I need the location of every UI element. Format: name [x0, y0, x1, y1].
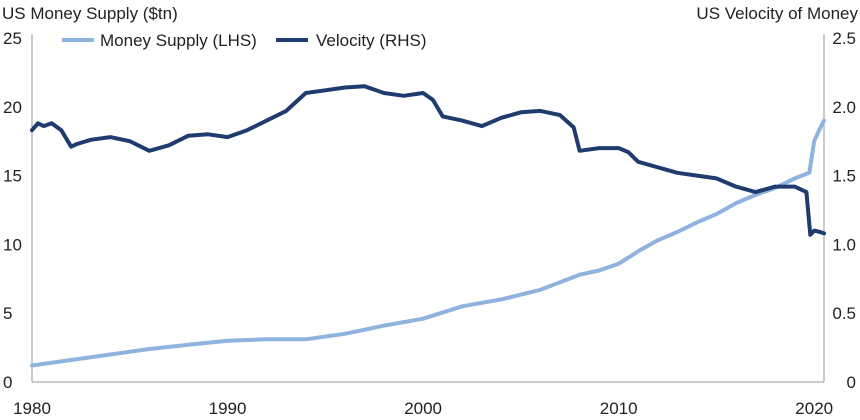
left-tick-label: 25 — [3, 29, 22, 48]
series-layer — [30, 84, 826, 368]
velocity-line — [30, 84, 826, 237]
money-supply-line — [30, 118, 826, 368]
right-tick-label: 2.0 — [832, 98, 856, 117]
left-tick-label: 5 — [3, 304, 12, 323]
legend: Money Supply (LHS) Velocity (RHS) — [62, 31, 427, 50]
legend-label-money-supply: Money Supply (LHS) — [100, 31, 257, 50]
x-tick-label: 2020 — [795, 399, 833, 418]
left-tick-label: 15 — [3, 167, 22, 186]
left-axis-title: US Money Supply ($tn) — [2, 4, 178, 23]
right-axis-title: US Velocity of Money — [696, 4, 858, 23]
right-tick-label: 0 — [847, 373, 856, 392]
axes: 0 5 10 15 20 25 0 0.5 1.0 1.5 2.0 2.5 1980 1990 2000 20… — [3, 29, 856, 418]
x-tick-label: 2000 — [404, 399, 442, 418]
right-tick-label: 1.5 — [832, 167, 856, 186]
left-tick-label: 0 — [3, 373, 12, 392]
right-tick-label: 2.5 — [832, 29, 856, 48]
x-tick-label: 2010 — [600, 399, 638, 418]
left-tick-label: 20 — [3, 98, 22, 117]
right-tick-label: 1.0 — [832, 235, 856, 254]
right-tick-label: 0.5 — [832, 304, 856, 323]
left-tick-label: 10 — [3, 235, 22, 254]
x-tick-label: 1990 — [209, 399, 247, 418]
x-tick-label: 1980 — [13, 399, 51, 418]
legend-label-velocity: Velocity (RHS) — [316, 31, 427, 50]
